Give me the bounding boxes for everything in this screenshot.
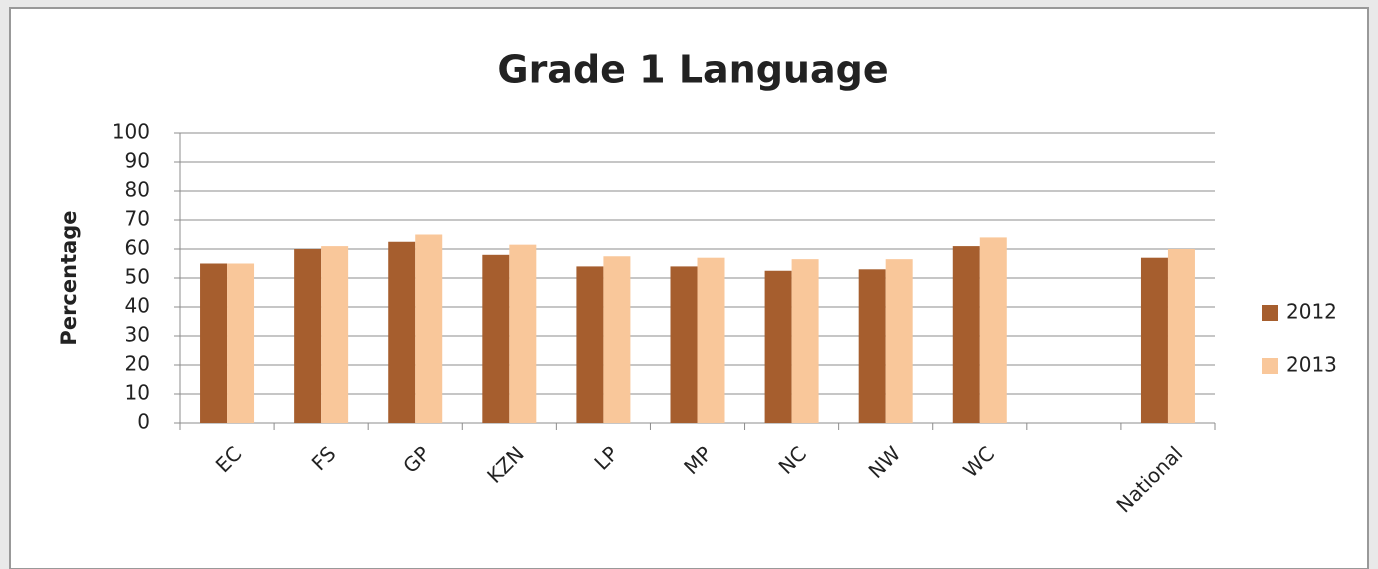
bar xyxy=(415,234,443,423)
y-tick-label: 10 xyxy=(125,381,150,405)
legend-label: 2013 xyxy=(1286,353,1337,377)
y-tick-label: 20 xyxy=(125,352,150,376)
bar xyxy=(858,269,886,423)
bar xyxy=(1140,257,1168,423)
y-tick-label: 0 xyxy=(137,410,150,434)
bar xyxy=(200,263,228,423)
y-tick-label: 30 xyxy=(125,323,150,347)
bar xyxy=(697,257,725,423)
y-tick-label: 60 xyxy=(125,236,150,260)
y-tick-label: 70 xyxy=(125,207,150,231)
bar xyxy=(885,259,913,423)
y-axis-label: Percentage xyxy=(57,210,81,345)
y-tick-label: 80 xyxy=(125,178,150,202)
bar xyxy=(603,256,631,423)
bar xyxy=(388,241,416,423)
bar xyxy=(791,259,819,423)
bar xyxy=(294,249,322,423)
y-tick-label: 100 xyxy=(112,120,150,144)
bar xyxy=(979,237,1007,423)
legend-swatch xyxy=(1262,305,1278,321)
bar xyxy=(482,254,510,423)
bar xyxy=(321,246,349,423)
bar xyxy=(509,244,537,423)
chart-title: Grade 1 Language xyxy=(497,48,888,92)
legend-label: 2012 xyxy=(1286,300,1337,324)
bar xyxy=(576,266,604,423)
bar xyxy=(764,270,792,423)
legend-swatch xyxy=(1262,358,1278,374)
y-tick-label: 40 xyxy=(125,294,150,318)
bar xyxy=(227,263,255,423)
bar xyxy=(670,266,698,423)
bar xyxy=(1167,249,1195,423)
y-tick-label: 90 xyxy=(125,149,150,173)
bar xyxy=(952,246,980,423)
y-tick-label: 50 xyxy=(125,265,150,289)
